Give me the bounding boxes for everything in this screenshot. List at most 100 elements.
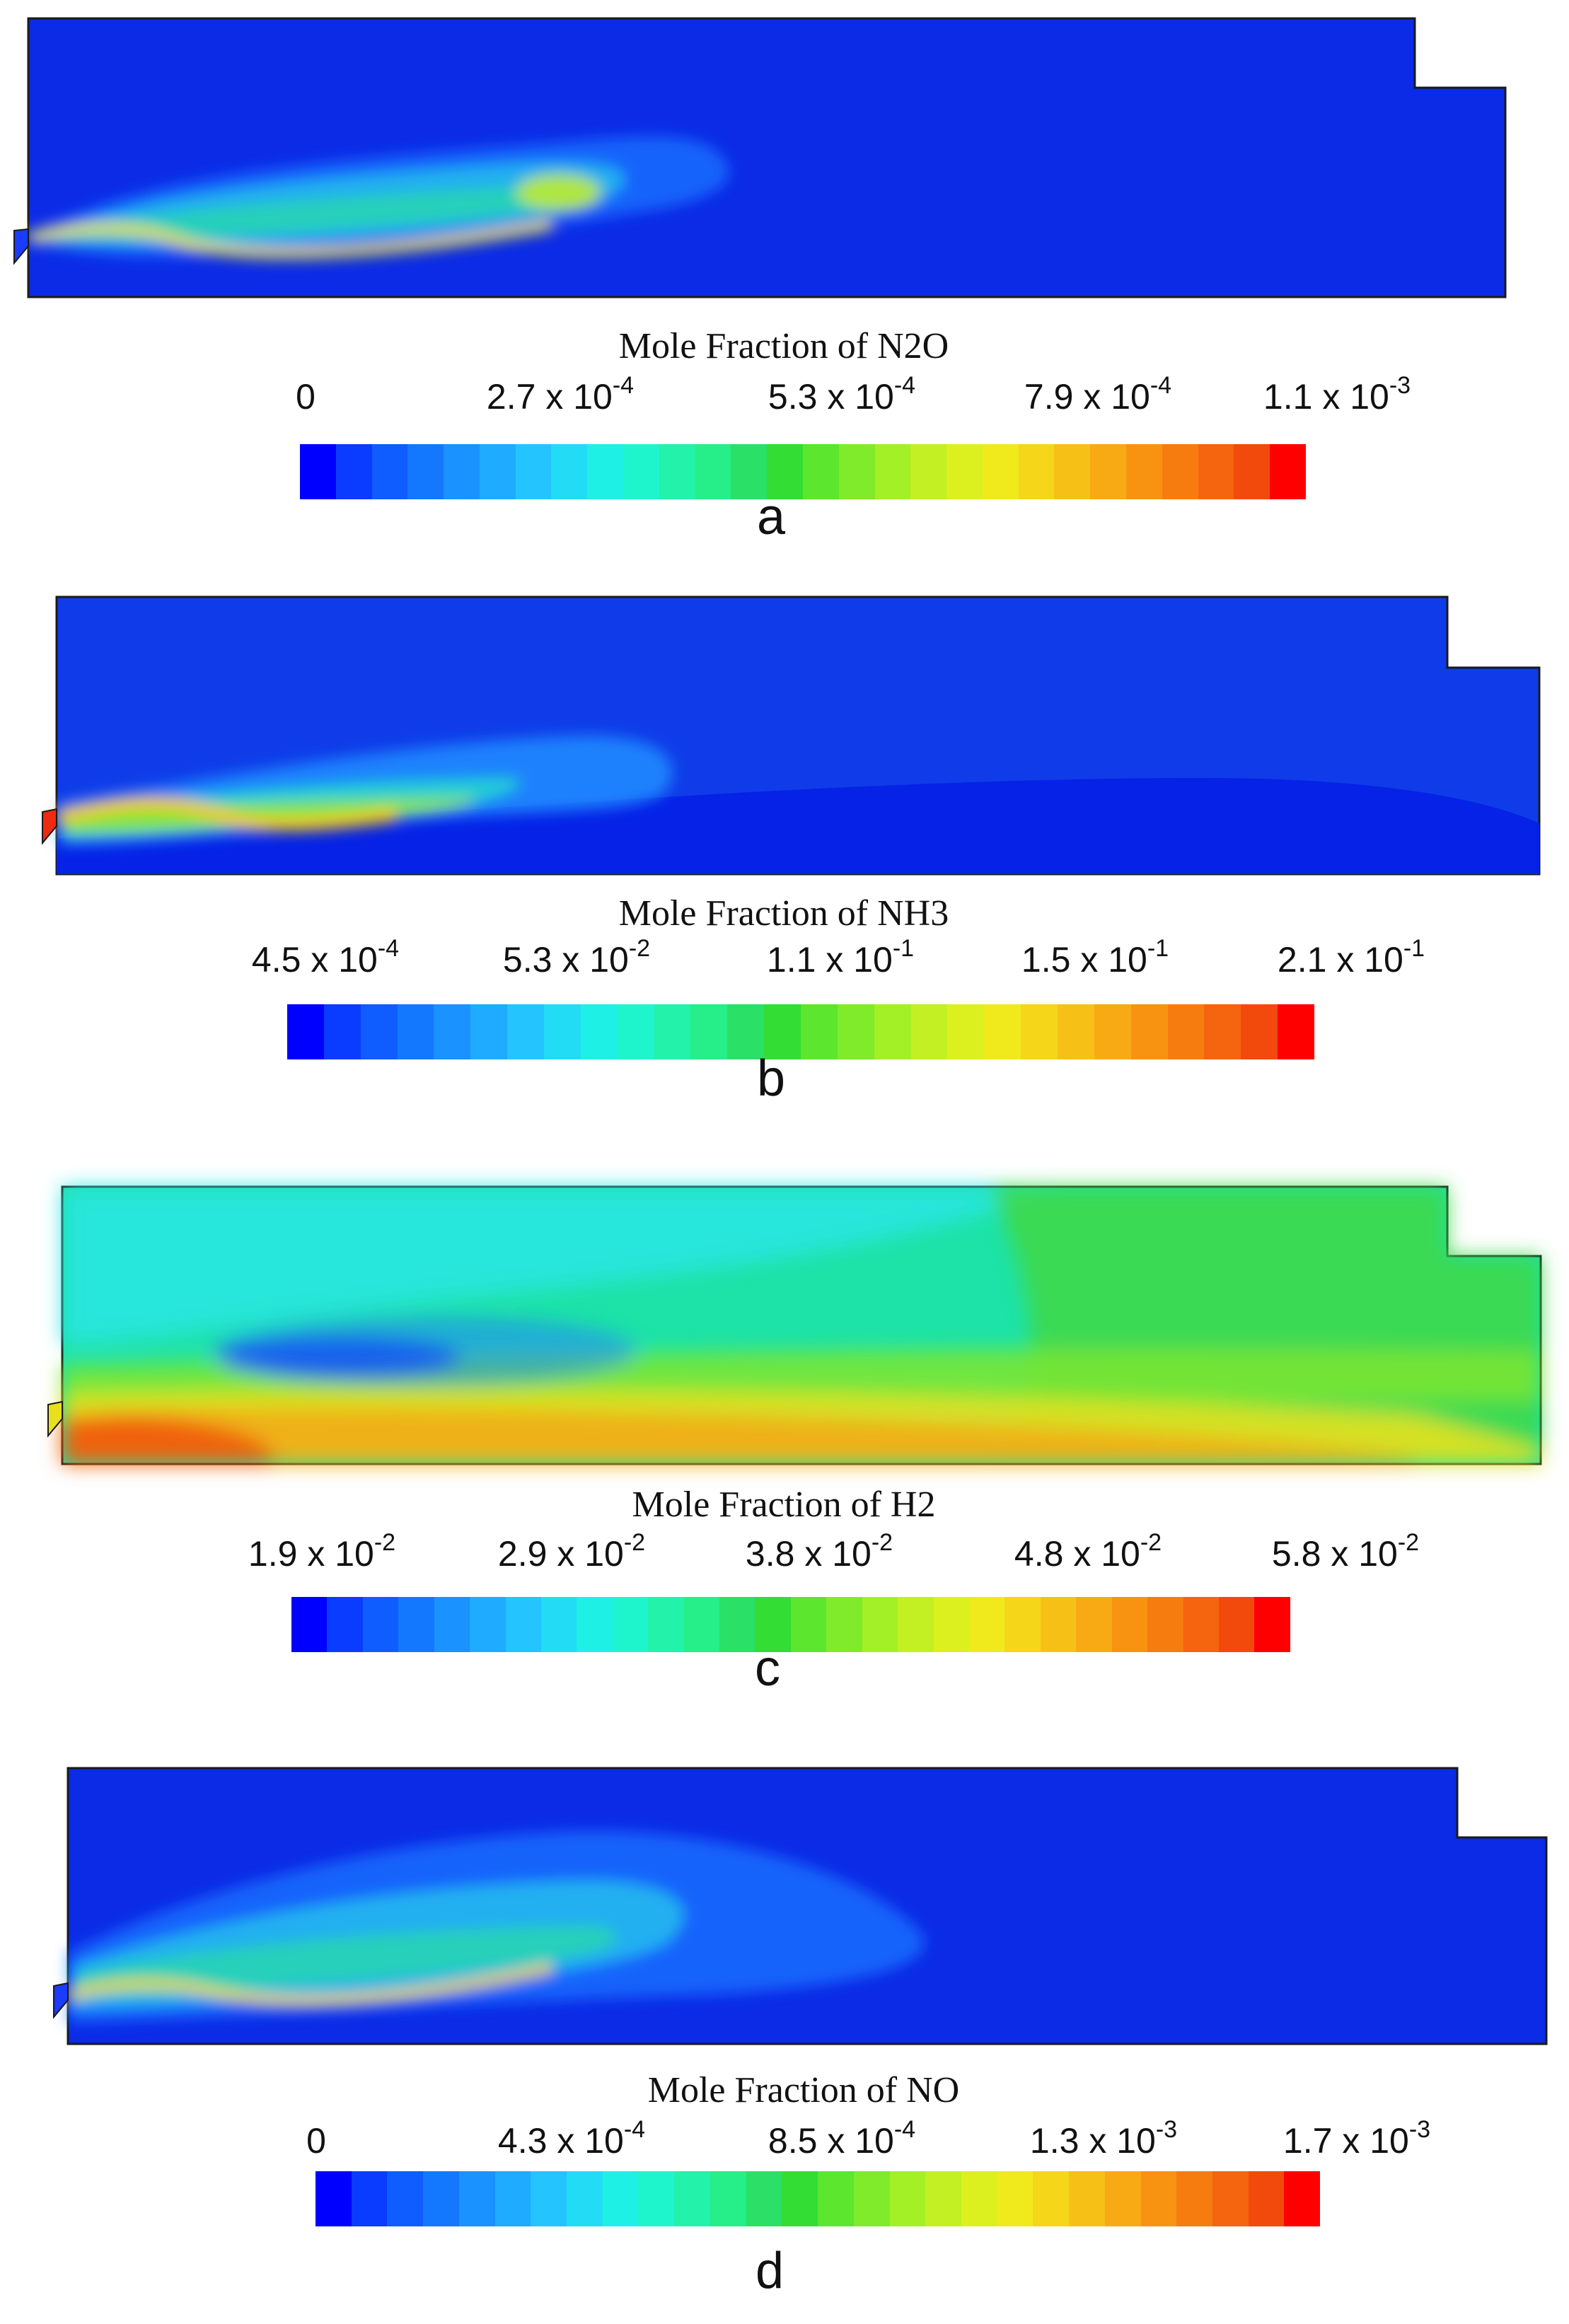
colorbar-swatch <box>531 2171 567 2226</box>
tick-exponent: -3 <box>1408 2116 1431 2143</box>
colorbar-swatch <box>1278 1004 1315 1059</box>
tick-mantissa: 1.9 x 10 <box>248 1534 374 1574</box>
colorbar <box>315 2171 1321 2226</box>
tick-exponent: -4 <box>1150 372 1172 399</box>
colorbar-swatch <box>551 444 588 499</box>
colorbar-swatch <box>898 1597 934 1652</box>
colorbar-swatch <box>767 444 803 499</box>
colorbar-swatch <box>838 444 875 499</box>
colorbar-swatch <box>1076 1597 1112 1652</box>
fuel-inlet <box>42 808 57 845</box>
colorbar-swatch <box>874 1004 911 1059</box>
colorbar-swatch <box>300 444 336 499</box>
colorbar-swatch <box>1130 1004 1168 1059</box>
colorbar-swatch <box>654 1004 691 1059</box>
colorbar-tick-1: 2.9 x 10-2 <box>498 1530 645 1574</box>
colorbar-swatch <box>1004 1597 1041 1652</box>
tick-mantissa: 1.1 x 10 <box>766 940 893 980</box>
panel-letter: a <box>756 489 786 545</box>
colorbar-swatch <box>1183 1597 1219 1652</box>
colorbar-tick-0: 0 <box>306 2120 326 2161</box>
colorbar-swatch <box>648 1597 684 1652</box>
tick-mantissa: 0 <box>296 377 315 417</box>
colorbar-swatch <box>335 444 372 499</box>
tick-mantissa: 5.3 x 10 <box>502 940 629 980</box>
upper-cyan-region <box>62 1187 1061 1344</box>
panel-letter: c <box>755 1640 780 1697</box>
colorbar-swatch <box>1094 1004 1131 1059</box>
shear-layer <box>54 797 398 831</box>
colorbar-swatch <box>434 1004 471 1059</box>
tick-mantissa: 5.3 x 10 <box>768 377 894 417</box>
legend-title: Mole Fraction of H2 <box>632 1485 936 1525</box>
tick-exponent: -2 <box>1397 1529 1420 1556</box>
colorbar-tick-3: 1.3 x 10-3 <box>1030 2117 1177 2161</box>
legend-title: Mole Fraction of N2O <box>618 326 949 366</box>
colorbar-swatch <box>947 1004 985 1059</box>
colorbar-tick-2: 5.3 x 10-4 <box>768 373 915 417</box>
colorbar-tick-0: 0 <box>296 376 315 417</box>
tick-exponent: -1 <box>892 935 915 962</box>
panel-letter: b <box>756 1050 786 1107</box>
tick-exponent: -4 <box>612 372 635 399</box>
colorbar-swatch <box>505 1597 541 1652</box>
tick-exponent: -2 <box>628 935 651 962</box>
tick-mantissa: 4.5 x 10 <box>251 940 378 980</box>
colorbar-swatch <box>540 1597 577 1652</box>
lower-orange-core <box>62 1407 1415 1464</box>
tick-exponent: -4 <box>623 2116 646 2143</box>
colorbar-swatch <box>507 1004 545 1059</box>
tick-exponent: -4 <box>893 372 916 399</box>
colorbar-swatch <box>790 1597 827 1652</box>
colorbar-swatch <box>315 2171 352 2226</box>
colorbar-swatch <box>982 444 1019 499</box>
colorbar-swatch <box>362 1597 399 1652</box>
colorbar-swatch <box>710 2171 746 2226</box>
contour-field-no <box>53 1767 1548 2045</box>
colorbar-swatch <box>617 1004 654 1059</box>
colorbar-swatch <box>1140 2171 1177 2226</box>
legend-title: Mole Fraction of NO <box>647 2070 960 2110</box>
tick-exponent: -3 <box>1389 372 1411 399</box>
colorbar-swatch <box>612 1597 649 1652</box>
tick-mantissa: 1.7 x 10 <box>1283 2121 1409 2161</box>
colorbar-swatch <box>1241 1004 1278 1059</box>
colorbar-swatch <box>580 1004 618 1059</box>
colorbar-tick-0: 4.5 x 10-4 <box>251 936 399 980</box>
colorbar-swatch <box>397 1004 434 1059</box>
tick-exponent: -4 <box>377 935 400 962</box>
colorbar-swatch <box>1234 444 1270 499</box>
colorbar-swatch <box>360 1004 398 1059</box>
colorbar-swatch <box>434 1597 470 1652</box>
inlet-red-core <box>62 1415 274 1464</box>
colorbar-swatch <box>444 444 480 499</box>
colorbar-swatch <box>984 1004 1021 1059</box>
fuel-inlet <box>47 1400 63 1438</box>
colorbar-swatch <box>1111 1597 1148 1652</box>
colorbar-swatch <box>802 444 839 499</box>
colorbar-swatch <box>1198 444 1234 499</box>
colorbar-swatch <box>910 1004 948 1059</box>
fuel-inlet <box>53 1982 69 2019</box>
fuel-inlet <box>13 228 29 265</box>
colorbar-swatch <box>746 2171 782 2226</box>
tick-exponent: -2 <box>871 1529 893 1556</box>
tick-mantissa: 2.1 x 10 <box>1277 940 1403 980</box>
colorbar-swatch <box>889 2171 926 2226</box>
colorbar-swatch <box>494 2171 531 2226</box>
colorbar-swatch <box>1058 1004 1094 1059</box>
colorbar <box>300 444 1306 499</box>
colorbar-swatch <box>544 1004 581 1059</box>
colorbar-tick-3: 1.5 x 10-1 <box>1021 936 1169 980</box>
colorbar-swatch <box>674 2171 710 2226</box>
colorbar-tick-2: 3.8 x 10-2 <box>746 1530 893 1574</box>
colorbar-swatch <box>1069 2171 1105 2226</box>
plume-core <box>78 1925 618 1996</box>
contour-field-nh3 <box>42 595 1541 876</box>
colorbar-swatch <box>602 2171 639 2226</box>
colorbar-tick-1: 2.7 x 10-4 <box>487 373 634 417</box>
colorbar-tick-0: 1.9 x 10-2 <box>248 1530 395 1574</box>
colorbar-swatch <box>1054 444 1091 499</box>
shear-layer <box>66 1963 553 2006</box>
tick-exponent: -4 <box>893 2116 916 2143</box>
